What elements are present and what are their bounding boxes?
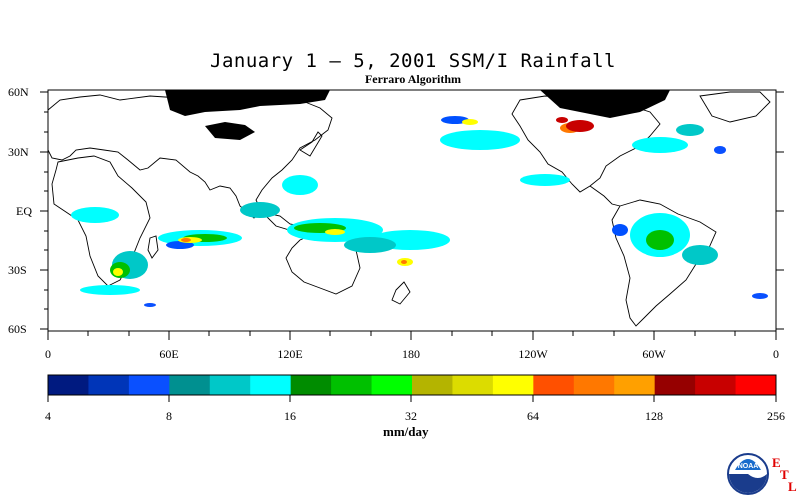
etl-letter-e: E (772, 455, 781, 470)
colorbar-cell (128, 375, 170, 395)
colorbar-cell (48, 375, 89, 395)
colorbar-tick-16: 16 (284, 409, 296, 423)
etl-letter-t: T (780, 467, 789, 482)
lon-label-0-right: 0 (773, 347, 779, 361)
colorbar-tick-128: 128 (645, 409, 663, 423)
colorbar-cell (654, 375, 696, 395)
colorbar-cell (533, 375, 575, 395)
noaa-logo: NOAA (727, 453, 769, 495)
rainfall-patches (71, 116, 768, 307)
colorbar-cell (412, 375, 453, 395)
lon-label-120w: 120W (518, 347, 548, 361)
colorbar-tick-4: 4 (45, 409, 51, 423)
colorbar-cell (371, 375, 413, 395)
colorbar-frame (47, 374, 777, 396)
map-frame (47, 89, 777, 332)
colorbar-cell (452, 375, 494, 395)
colorbar-tick-256: 256 (767, 409, 785, 423)
coastline-africa (51, 155, 151, 287)
lat-ticks (40, 91, 784, 330)
lon-ticks (47, 331, 777, 340)
lon-label-120e: 120E (277, 347, 302, 361)
lat-label-eq: EQ (16, 204, 32, 218)
colorbar-units-label: mm/day (383, 424, 429, 439)
colorbar-cell (88, 375, 130, 395)
colorbar-cell (573, 375, 615, 395)
colorbar-tick-64: 64 (527, 409, 539, 423)
colorbar-cell (250, 375, 292, 395)
colorbar-cell (209, 375, 251, 395)
colorbar-tick-8: 8 (166, 409, 172, 423)
coastline-north-america (511, 95, 661, 193)
colorbar-cell (492, 375, 534, 395)
lon-label-60e: 60E (159, 347, 178, 361)
colorbar-cell (614, 375, 656, 395)
colorbar-cell (290, 375, 332, 395)
lat-label-60s: 60S (8, 322, 27, 336)
map-subtitle: Ferraro Algorithm (364, 72, 462, 86)
lon-label-60w: 60W (642, 347, 666, 361)
colorbar-cell (169, 375, 211, 395)
colorbar-cell (695, 375, 737, 395)
lat-label-30s: 30S (8, 263, 27, 277)
noaa-logo-text: NOAA (738, 463, 759, 470)
etl-letter-l: L (788, 479, 797, 494)
coastline-south-america (611, 199, 717, 327)
colorbar-cell (735, 375, 777, 395)
lat-label-60n: 60N (8, 85, 29, 99)
colorbar-tick-32: 32 (405, 409, 417, 423)
colorbar-ticks (47, 395, 777, 402)
colorbar (48, 375, 777, 395)
no-data-regions (165, 90, 670, 140)
map-title: January 1 – 5, 2001 SSM/I Rainfall (210, 50, 616, 72)
lon-label-180: 180 (402, 347, 420, 361)
colorbar-cell (331, 375, 373, 395)
lat-label-30n: 30N (8, 145, 29, 159)
lon-label-0-left: 0 (45, 347, 51, 361)
